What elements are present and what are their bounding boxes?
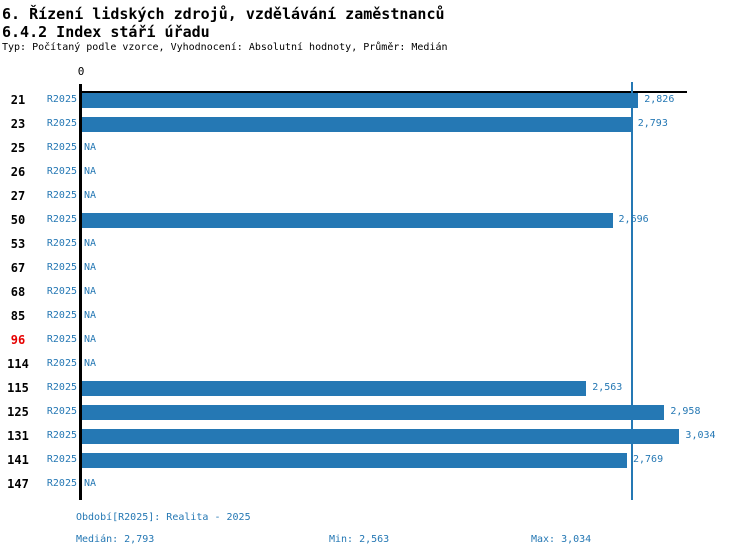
row-id-label: 50: [10, 213, 26, 227]
row-id-label: 27: [10, 189, 26, 203]
row-id-label: 23: [10, 117, 26, 131]
chart-subtitle: 6.4.2 Index stáří úřadu: [2, 23, 210, 41]
row-period-label: R2025: [46, 262, 77, 273]
chart-row: 53 R2025 NA: [0, 236, 750, 252]
na-label: NA: [84, 478, 97, 489]
bar-value-label: 2,793: [637, 118, 668, 129]
bar-value-label: 2,769: [632, 454, 664, 465]
na-label: NA: [84, 262, 97, 273]
chart-row: 26 R2025 NA: [0, 164, 750, 180]
row-id-label: 131: [7, 429, 29, 443]
bar-value-label: 2,563: [592, 382, 623, 393]
row-period-label: R2025: [46, 214, 77, 225]
chart-row: 131 R2025 3,034: [0, 428, 750, 444]
row-period-label: R2025: [46, 382, 77, 393]
value-bar: [81, 92, 639, 108]
bar-value-label: 2,696: [618, 214, 649, 225]
row-period-label: R2025: [46, 118, 77, 129]
row-period-label: R2025: [46, 334, 77, 345]
chart-row: 67 R2025 NA: [0, 260, 750, 276]
na-label: NA: [84, 238, 97, 249]
row-id-label: 147: [7, 477, 29, 491]
footer-max-label: Max: 3,034: [531, 534, 592, 545]
bar-value-label: 2,958: [670, 406, 701, 417]
row-id-label: 25: [10, 141, 26, 155]
row-id-label: 68: [10, 285, 26, 299]
row-period-label: R2025: [46, 478, 77, 489]
chart-row: 50 R2025 2,696: [0, 212, 750, 228]
bar-value-label: 2,826: [644, 94, 675, 105]
na-label: NA: [84, 142, 97, 153]
row-period-label: R2025: [46, 238, 77, 249]
row-period-label: R2025: [46, 310, 77, 321]
row-id-label: 96: [10, 333, 26, 347]
row-period-label: R2025: [46, 454, 77, 465]
na-label: NA: [84, 310, 97, 321]
row-id-label: 26: [10, 165, 26, 179]
chart-row: 115 R2025 2,563: [0, 380, 750, 396]
footer-min-label: Min: 2,563: [329, 534, 390, 545]
row-id-label: 115: [7, 381, 29, 395]
row-period-label: R2025: [46, 430, 77, 441]
na-label: NA: [84, 286, 97, 297]
row-id-label: 85: [10, 309, 26, 323]
chart-row: 68 R2025 NA: [0, 284, 750, 300]
chart-row: 114 R2025 NA: [0, 356, 750, 372]
chart-row: 23 R2025 2,793: [0, 116, 750, 132]
value-bar: [81, 380, 587, 396]
na-label: NA: [84, 358, 97, 369]
row-period-label: R2025: [46, 94, 77, 105]
chart-row: 141 R2025 2,769: [0, 452, 750, 468]
bar-value-label: 3,034: [685, 430, 716, 441]
axis-zero-label: 0: [77, 65, 85, 78]
median-reference-line: [630, 82, 633, 500]
value-bar: [81, 428, 680, 444]
row-id-label: 67: [10, 261, 26, 275]
row-id-label: 53: [10, 237, 26, 251]
row-period-label: R2025: [46, 358, 77, 369]
na-label: NA: [84, 166, 97, 177]
chart-row: 147 R2025 NA: [0, 476, 750, 492]
row-period-label: R2025: [46, 166, 77, 177]
row-period-label: R2025: [46, 190, 77, 201]
chart-row: 125 R2025 2,958: [0, 404, 750, 420]
footer-median-label: Medián: 2,793: [76, 534, 155, 545]
row-id-label: 114: [7, 357, 29, 371]
value-bar: [81, 404, 665, 420]
row-period-label: R2025: [46, 406, 77, 417]
chart-row: 21 R2025 2,826: [0, 92, 750, 108]
row-period-label: R2025: [46, 142, 77, 153]
value-bar: [81, 212, 613, 228]
chart-row: 27 R2025 NA: [0, 188, 750, 204]
page-title: 6. Řízení lidských zdrojů, vzdělávání za…: [2, 5, 445, 23]
row-period-label: R2025: [46, 286, 77, 297]
value-bar: [81, 452, 627, 468]
chart-row: 85 R2025 NA: [0, 308, 750, 324]
na-label: NA: [84, 190, 97, 201]
na-label: NA: [84, 334, 97, 345]
chart-row: 96 R2025 NA: [0, 332, 750, 348]
footer-period-label: Období[R2025]: Realita - 2025: [76, 512, 251, 523]
x-axis-line: [79, 91, 687, 93]
row-id-label: 125: [7, 405, 29, 419]
value-bar: [81, 116, 632, 132]
row-id-label: 21: [10, 93, 26, 107]
y-axis-line: [79, 84, 82, 500]
chart-row: 25 R2025 NA: [0, 140, 750, 156]
row-id-label: 141: [7, 453, 29, 467]
chart-meta-line: Typ: Počítaný podle vzorce, Vyhodnocení:…: [2, 42, 448, 53]
